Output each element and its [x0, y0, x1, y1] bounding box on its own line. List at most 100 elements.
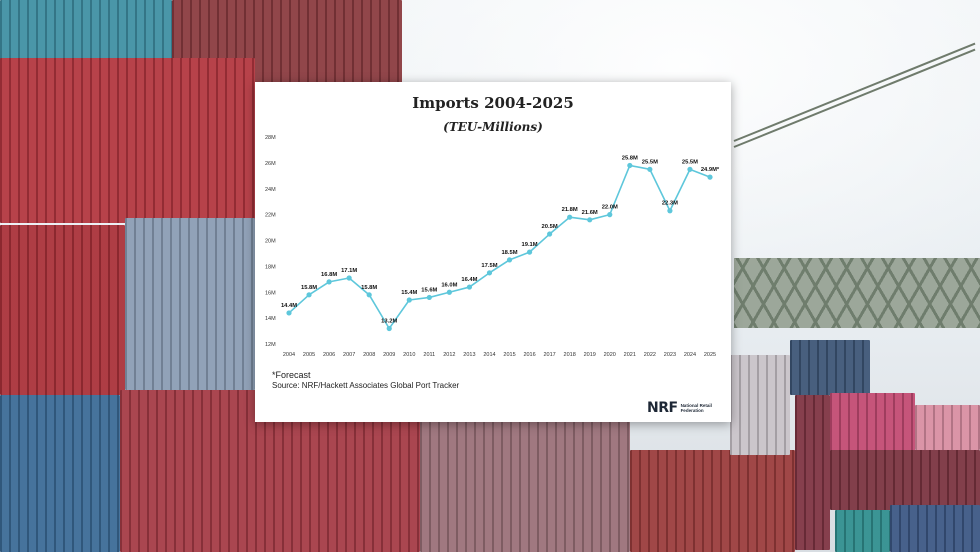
container-navy-right	[790, 340, 870, 395]
x-tick-label: 2006	[323, 352, 335, 358]
x-tick-label: 2008	[363, 352, 375, 358]
container-red-left	[0, 225, 125, 395]
chart-card: Imports 2004-2025 (TEU-Millions) 12M 14M 1…	[255, 82, 731, 422]
container-lightpink-right	[915, 405, 980, 450]
container-blue-bottom	[0, 395, 120, 552]
data-point	[647, 166, 653, 172]
x-tick-label: 2020	[604, 352, 616, 358]
nrf-logo-text: National Retail Federation	[680, 403, 712, 413]
data-point	[687, 166, 693, 172]
container-maroon-right	[795, 395, 830, 550]
container-blue-right	[890, 505, 980, 552]
data-point	[567, 214, 573, 220]
x-tick-label: 2024	[684, 352, 696, 358]
container-blue-grey	[125, 218, 255, 390]
data-point	[526, 249, 533, 255]
x-tick-label: 2010	[403, 352, 415, 358]
data-label: 16.0M	[441, 282, 457, 288]
y-tick-label: 26M	[265, 161, 276, 167]
series-line	[288, 164, 711, 330]
data-label: 16.4M	[461, 277, 477, 283]
data-point	[627, 162, 633, 169]
forecast-footnote: *Forecast	[272, 370, 311, 380]
bridge-deck	[734, 258, 980, 328]
x-tick-label: 2011	[423, 352, 435, 358]
x-tick-label: 2021	[624, 352, 636, 358]
container-darkred-right	[830, 450, 980, 510]
data-label: 15.4M	[401, 290, 417, 296]
x-tick-label: 2013	[463, 352, 475, 358]
chart-title: Imports 2004-2025	[412, 94, 574, 112]
data-point	[286, 310, 292, 316]
source-note: Source: NRF/Hackett Associates Global Po…	[272, 381, 460, 390]
container-rust-bottom	[630, 450, 795, 552]
data-label: 20.5M	[542, 224, 558, 230]
x-tick-label: 2016	[523, 352, 535, 358]
data-label: 22.0M	[602, 205, 618, 211]
data-point	[446, 289, 452, 295]
nrf-logo: NRF National Retail Federation	[647, 400, 721, 416]
y-tick-label: 28M	[265, 135, 276, 141]
x-tick-label: 2014	[483, 352, 495, 358]
x-tick-label: 2017	[543, 352, 555, 358]
data-point	[366, 292, 372, 298]
chart-subtitle: (TEU-Millions)	[443, 120, 543, 134]
data-label: 25.8M	[622, 155, 638, 161]
data-label: 17.5M	[481, 263, 497, 269]
data-label: 21.6M	[582, 210, 598, 216]
x-tick-label: 2007	[343, 352, 355, 358]
data-label: 17.1M	[341, 268, 357, 274]
y-tick-label: 16M	[265, 290, 276, 296]
data-point	[607, 212, 613, 218]
y-tick-label: 24M	[265, 187, 276, 193]
x-tick-label: 2018	[564, 352, 576, 358]
data-label: 24.9M*	[701, 167, 720, 173]
x-tick-label: 2015	[503, 352, 515, 358]
x-tick-label: 2004	[283, 352, 295, 358]
x-tick-label: 2005	[303, 352, 315, 358]
data-point	[667, 208, 673, 214]
data-point	[406, 297, 412, 303]
nrf-logo-mark: NRF	[647, 400, 678, 416]
data-label: 14.4M	[281, 303, 297, 309]
data-label: 15.8M	[301, 285, 317, 291]
data-label: 13.2M	[381, 318, 397, 324]
data-point	[426, 294, 432, 301]
data-point	[547, 231, 553, 237]
y-tick-label: 14M	[265, 316, 276, 322]
data-point	[326, 279, 332, 285]
data-label: 21.8M	[562, 207, 578, 213]
container-red-mid	[0, 58, 255, 223]
data-point	[466, 284, 473, 290]
container-teal-right	[835, 510, 890, 552]
x-tick-label: 2019	[584, 352, 596, 358]
data-label: 22.3M	[662, 201, 678, 207]
data-point	[587, 217, 593, 223]
x-tick-label: 2025	[704, 352, 716, 358]
x-tick-label: 2012	[443, 352, 455, 358]
container-pink-right	[830, 393, 915, 451]
data-point	[486, 270, 493, 276]
x-tick-label: 2023	[664, 352, 676, 358]
data-label: 16.8M	[321, 272, 337, 278]
x-tick-label: 2022	[644, 352, 656, 358]
data-point	[386, 325, 392, 332]
data-label: 15.6M	[421, 287, 437, 293]
data-point	[346, 275, 352, 281]
x-tick-label: 2009	[383, 352, 395, 358]
line-chart: 12M 14M 16M 18M 20M 22M 24M 26M 28M 2004 2005 2006 2…	[265, 135, 720, 358]
data-label: 19.1M	[522, 242, 538, 248]
container-mauve-bottom	[420, 420, 630, 552]
data-label: 25.5M	[682, 159, 698, 165]
data-label: 25.5M	[642, 159, 658, 165]
container-grey-right	[730, 355, 790, 455]
y-tick-label: 22M	[265, 213, 276, 219]
y-tick-label: 20M	[265, 239, 276, 245]
data-label: 15.8M	[361, 285, 377, 291]
data-point	[707, 174, 713, 180]
container-red-bottom	[120, 390, 420, 552]
y-tick-label: 12M	[265, 342, 276, 348]
data-point	[306, 292, 312, 298]
y-tick-label: 18M	[265, 264, 276, 270]
data-label: 18.5M	[501, 250, 517, 256]
